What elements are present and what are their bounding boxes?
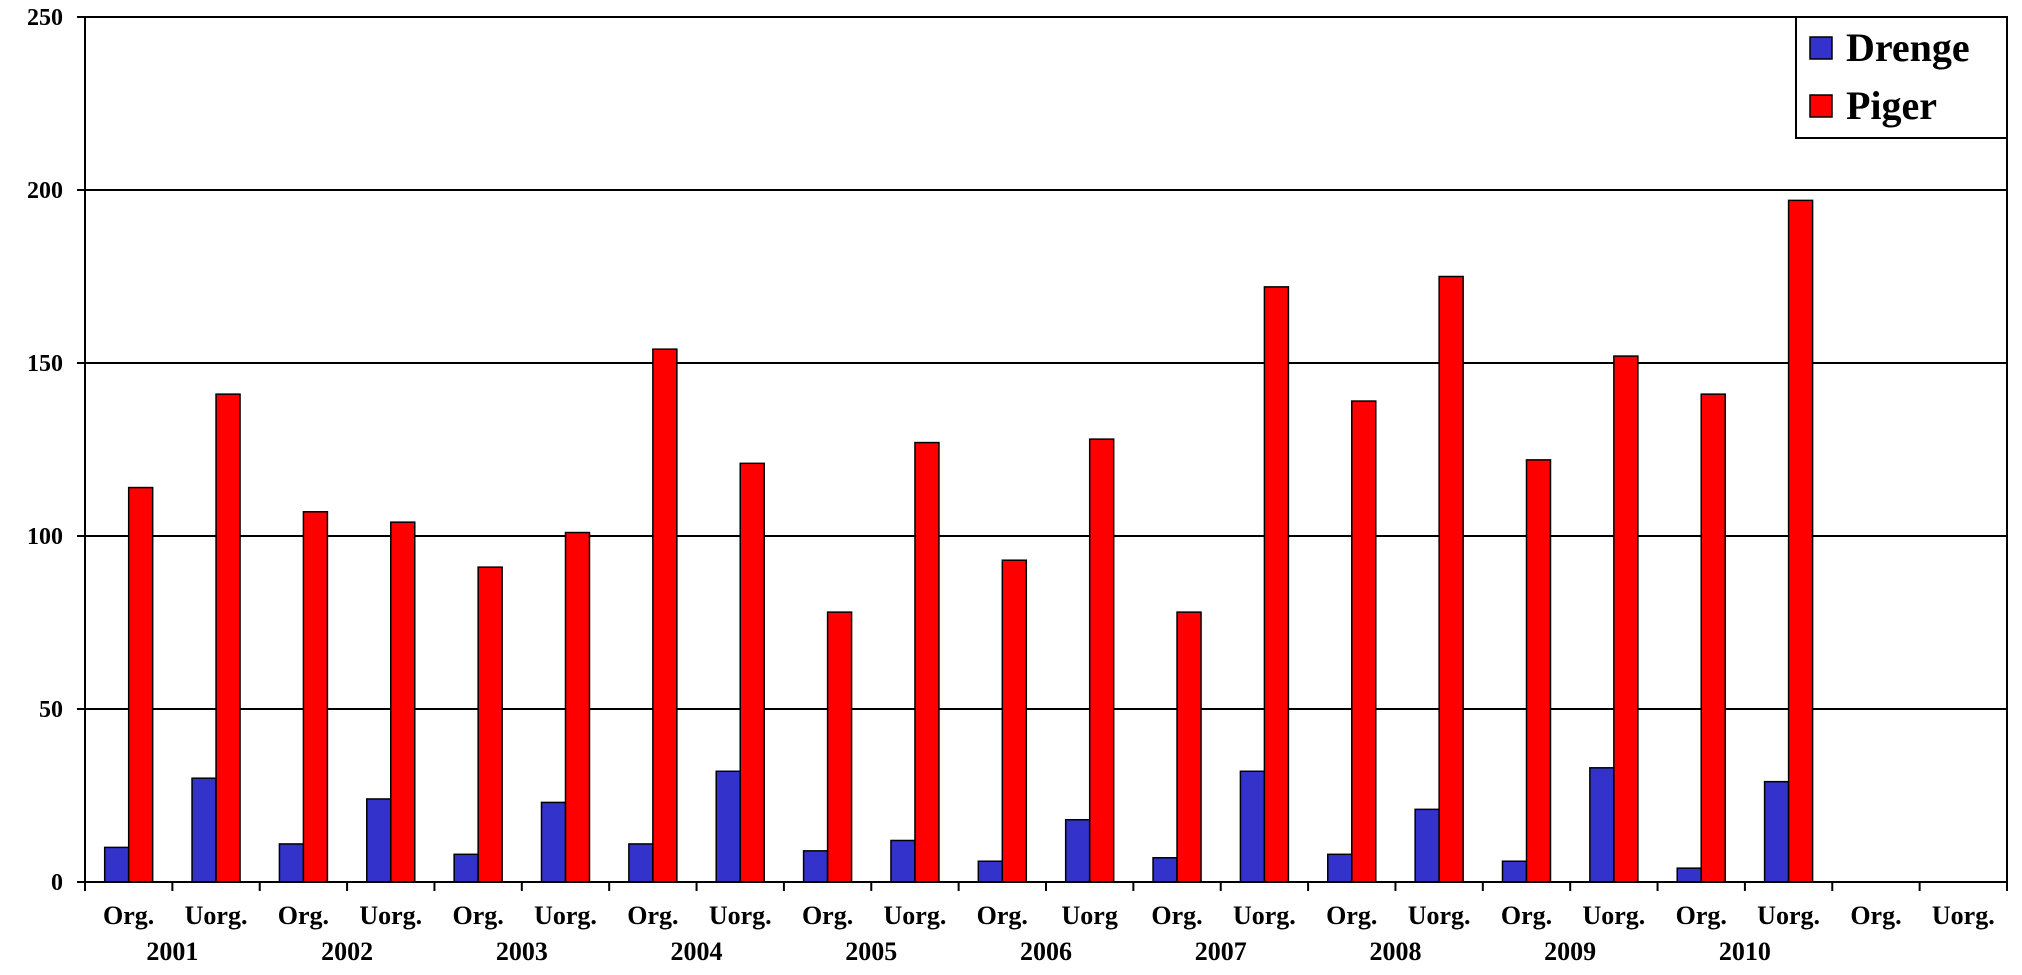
bar-drenge-8 bbox=[802, 850, 829, 883]
xyear-label-2004: 2004 bbox=[671, 937, 723, 966]
xyear-label-2005: 2005 bbox=[845, 937, 897, 966]
axes bbox=[77, 16, 2008, 891]
bar-piger-0 bbox=[127, 486, 154, 883]
bar-piger-8 bbox=[826, 611, 853, 883]
xcat-label-0: Org. bbox=[103, 901, 154, 930]
xcat-label-8: Org. bbox=[802, 901, 853, 930]
xcat-label-3: Uorg. bbox=[359, 901, 422, 930]
bar-drenge-18 bbox=[1676, 867, 1702, 883]
bar-drenge-19 bbox=[1763, 780, 1790, 883]
xyear-label-2002: 2002 bbox=[321, 937, 373, 966]
bar-piger-4 bbox=[477, 566, 503, 883]
xcat-label-10: Org. bbox=[977, 901, 1028, 930]
bar-piger-2 bbox=[302, 511, 329, 883]
bar-piger-1 bbox=[215, 393, 241, 883]
bar-drenge-0 bbox=[103, 846, 130, 883]
xcat-label-12: Org. bbox=[1151, 901, 1202, 930]
bar-drenge-4 bbox=[453, 853, 479, 883]
legend-label-piger: Piger bbox=[1846, 83, 1937, 128]
legend-swatch-piger bbox=[1809, 94, 1833, 118]
xyear-label-2007: 2007 bbox=[1195, 937, 1247, 966]
bar-drenge-9 bbox=[890, 839, 916, 883]
xcat-label-2: Org. bbox=[278, 901, 329, 930]
ytick-label-100: 100 bbox=[27, 524, 63, 550]
bar-piger-6 bbox=[652, 348, 678, 883]
xyear-label-2003: 2003 bbox=[496, 937, 548, 966]
bar-piger-3 bbox=[390, 521, 416, 883]
xcat-label-9: Uorg. bbox=[884, 901, 947, 930]
bar-drenge-3 bbox=[366, 798, 392, 883]
bar-drenge-6 bbox=[628, 843, 654, 883]
bar-piger-18 bbox=[1700, 393, 1726, 883]
xcat-label-5: Uorg. bbox=[534, 901, 597, 930]
xyear-label-2001: 2001 bbox=[146, 937, 198, 966]
xyear-label-2009: 2009 bbox=[1544, 937, 1596, 966]
xcat-label-16: Org. bbox=[1501, 901, 1552, 930]
legend: Drenge Piger bbox=[1795, 16, 2008, 139]
bar-piger-7 bbox=[739, 462, 765, 883]
bar-piger-5 bbox=[564, 531, 591, 883]
bar-drenge-17 bbox=[1589, 767, 1615, 883]
bar-drenge-2 bbox=[278, 843, 305, 883]
xyear-label-2008: 2008 bbox=[1369, 937, 1421, 966]
xcat-label-13: Uorg. bbox=[1233, 901, 1296, 930]
xcat-label-18: Org. bbox=[1676, 901, 1727, 930]
bar-drenge-15 bbox=[1414, 808, 1440, 883]
bar-piger-14 bbox=[1351, 400, 1377, 883]
bar-piger-17 bbox=[1613, 355, 1639, 883]
xcat-label-1: Uorg. bbox=[185, 901, 248, 930]
xcat-label-7: Uorg. bbox=[709, 901, 772, 930]
bars bbox=[103, 199, 1814, 883]
bar-drenge-13 bbox=[1239, 770, 1266, 883]
xcat-label-19: Uorg. bbox=[1757, 901, 1820, 930]
bar-drenge-12 bbox=[1152, 857, 1178, 883]
bar-piger-16 bbox=[1525, 459, 1552, 883]
legend-label-drenge: Drenge bbox=[1846, 25, 1970, 70]
bar-drenge-1 bbox=[191, 777, 217, 883]
xcat-label-4: Org. bbox=[453, 901, 504, 930]
ytick-label-50: 50 bbox=[39, 697, 63, 723]
xcat-label-20: Org. bbox=[1850, 901, 1901, 930]
bar-drenge-5 bbox=[540, 801, 567, 883]
bar-drenge-16 bbox=[1501, 860, 1528, 883]
xyear-label-2006: 2006 bbox=[1020, 937, 1072, 966]
labels: 0 50 100 150 200 250 Org. Uorg. Org. Uorg. Org. Uor… bbox=[27, 5, 1995, 966]
xyear-label-2010: 2010 bbox=[1719, 937, 1771, 966]
xcat-label-15: Uorg. bbox=[1408, 901, 1471, 930]
bar-piger-13 bbox=[1263, 286, 1290, 883]
bar-piger-11 bbox=[1088, 438, 1115, 883]
ytick-label-150: 150 bbox=[27, 351, 63, 377]
bar-piger-12 bbox=[1176, 611, 1202, 883]
xcat-label-17: Uorg. bbox=[1582, 901, 1645, 930]
xcat-label-6: Org. bbox=[627, 901, 678, 930]
bar-piger-19 bbox=[1787, 199, 1814, 883]
bar-piger-9 bbox=[914, 441, 940, 883]
bar-drenge-11 bbox=[1064, 818, 1091, 883]
xcat-label-21: Uorg. bbox=[1932, 901, 1995, 930]
bar-drenge-10 bbox=[977, 860, 1004, 883]
bar-piger-10 bbox=[1001, 559, 1028, 883]
legend-swatch-drenge bbox=[1809, 36, 1833, 60]
ytick-label-0: 0 bbox=[51, 870, 63, 896]
bar-piger-15 bbox=[1438, 275, 1464, 883]
ytick-label-250: 250 bbox=[27, 5, 63, 31]
bar-drenge-7 bbox=[715, 770, 741, 883]
ytick-label-200: 200 bbox=[27, 178, 63, 204]
xcat-label-11: Uorg bbox=[1062, 901, 1118, 930]
xcat-label-14: Org. bbox=[1326, 901, 1377, 930]
bar-drenge-14 bbox=[1327, 853, 1353, 883]
